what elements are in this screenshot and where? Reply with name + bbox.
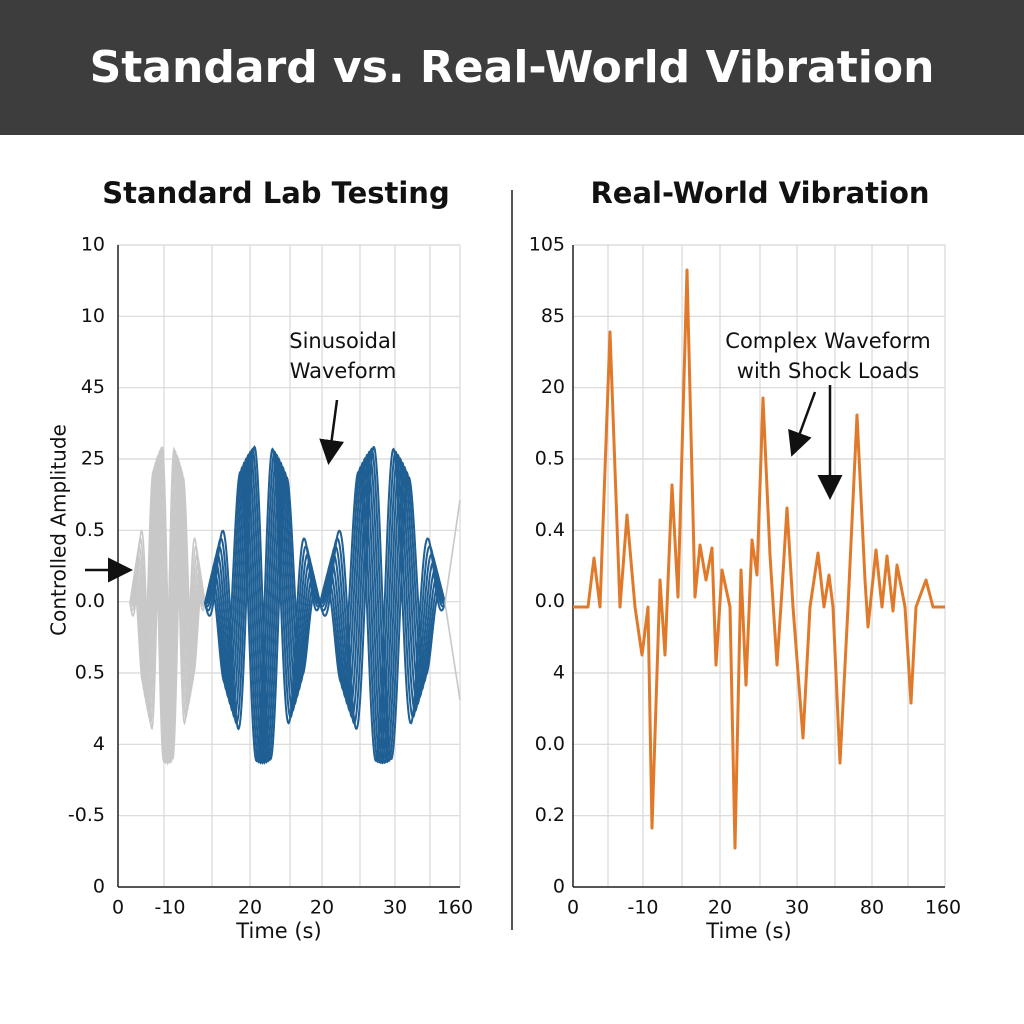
waveform xyxy=(204,453,321,765)
y-tick-label: 85 xyxy=(541,305,565,327)
arrow xyxy=(319,399,345,465)
annotation: Complex Waveform xyxy=(725,329,930,353)
annotation: Sinusoidal xyxy=(289,329,396,353)
waveform xyxy=(129,453,206,764)
page-title: Standard vs. Real-World Vibration xyxy=(90,42,935,93)
waveform xyxy=(319,447,446,763)
waveform xyxy=(573,268,945,850)
x-tick-label: 160 xyxy=(925,897,961,919)
y-tick-label: 25 xyxy=(81,448,105,470)
x-tick-label: -10 xyxy=(627,897,658,919)
panel-title: Real-World Vibration xyxy=(590,176,929,210)
y-tick-label: 0.0 xyxy=(535,733,565,755)
waveform xyxy=(444,499,461,701)
x-tick-label: 0 xyxy=(112,897,124,919)
y-tick-label: 10 xyxy=(81,234,105,256)
panel-title: Standard Lab Testing xyxy=(102,176,449,210)
annotation: Waveform xyxy=(290,359,397,383)
x-tick-label: 0 xyxy=(567,897,579,919)
y-tick-label: 0.0 xyxy=(75,590,105,612)
x-tick-label: 160 xyxy=(437,897,473,919)
waveform xyxy=(204,447,321,763)
y-tick-label: 4 xyxy=(553,662,565,684)
y-tick-label: 0.5 xyxy=(75,519,105,541)
y-tick-label: 20 xyxy=(541,376,565,398)
y-tick-label: 105 xyxy=(529,234,565,256)
waveform xyxy=(319,453,446,764)
x-tick-label: 30 xyxy=(383,897,407,919)
annotation: with Shock Loads xyxy=(737,359,919,383)
x-tick-label: 20 xyxy=(708,897,732,919)
x-tick-label: 20 xyxy=(310,897,334,919)
y-tick-label: 4 xyxy=(93,733,105,755)
y-tick-label: 0.4 xyxy=(535,519,565,541)
x-tick-label: -10 xyxy=(154,897,185,919)
y-tick-label: 45 xyxy=(81,376,105,398)
waveform xyxy=(129,455,206,766)
waveform xyxy=(129,446,206,764)
x-axis-label: Time (s) xyxy=(235,919,321,943)
y-tick-label: 10 xyxy=(81,305,105,327)
x-tick-label: 80 xyxy=(860,897,884,919)
y-tick-label: -0.5 xyxy=(68,804,105,826)
x-tick-label: 30 xyxy=(785,897,809,919)
header-bar xyxy=(0,0,1024,135)
y-tick-label: 0.0 xyxy=(535,590,565,612)
y-tick-label: 0 xyxy=(93,876,105,898)
y-axis-label: Controlled Amplitude xyxy=(47,424,71,636)
arrow xyxy=(788,391,817,457)
waveform xyxy=(204,456,321,765)
y-tick-label: 0.2 xyxy=(535,804,565,826)
y-tick-label: 0 xyxy=(553,876,565,898)
x-axis-label: Time (s) xyxy=(705,919,791,943)
x-tick-label: 20 xyxy=(238,897,262,919)
y-tick-label: 0.5 xyxy=(75,662,105,684)
y-tick-label: 0.5 xyxy=(535,448,565,470)
waveform xyxy=(319,457,446,765)
